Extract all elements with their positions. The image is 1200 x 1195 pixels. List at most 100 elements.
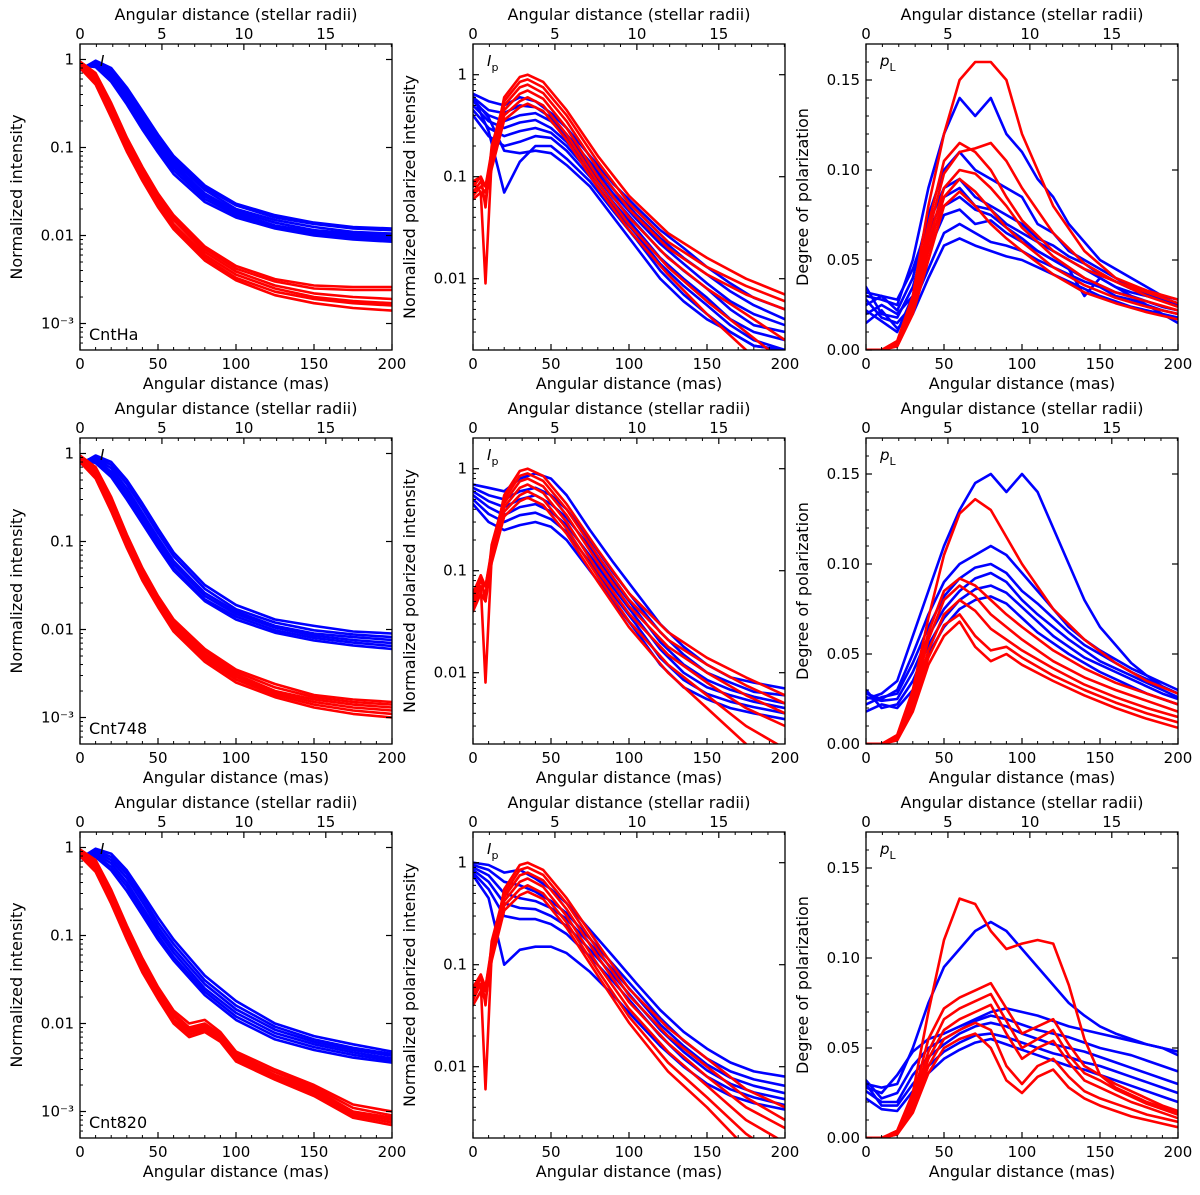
- plot-lines: [80, 59, 392, 312]
- x2-axis-label: Angular distance (stellar radii): [115, 399, 358, 418]
- x-tick-label: 200: [1164, 1143, 1193, 1161]
- x2-tick-label: 5: [550, 813, 560, 831]
- y-tick-label: 0.00: [827, 735, 860, 753]
- model-curve-1: [866, 897, 1178, 1138]
- model-curve-3: [866, 992, 1178, 1138]
- observed-curve-2: [866, 1007, 1178, 1095]
- model-curve-1: [473, 73, 785, 296]
- plot-lines: [866, 60, 1178, 350]
- y-axis-label: Degree of polarization: [793, 502, 812, 680]
- x2-tick-label: 5: [157, 813, 167, 831]
- observed-curve-1: [866, 96, 1178, 307]
- x2-tick-label: 15: [1102, 419, 1121, 437]
- y-tick-label: 1: [457, 66, 467, 84]
- y-axis-label: Normalized polarized intensity: [400, 469, 419, 713]
- panel-tag: pL: [879, 840, 897, 862]
- filter-label: CntHa: [89, 325, 138, 344]
- observed-curve-2: [80, 60, 392, 235]
- x-tick-label: 50: [934, 355, 953, 373]
- y-tick-label: 1: [64, 838, 74, 856]
- model-curve-3: [866, 141, 1178, 350]
- x2-tick-label: 10: [234, 419, 253, 437]
- x-tick-label: 0: [468, 355, 478, 373]
- observed-curve-7: [80, 59, 392, 230]
- x-tick-label: 0: [861, 355, 871, 373]
- x-tick-label: 50: [148, 1143, 167, 1161]
- observed-curve-6: [80, 457, 392, 651]
- observed-curve-1: [80, 454, 392, 635]
- panel-tag: pL: [879, 52, 897, 74]
- observed-curve-5: [80, 852, 392, 1062]
- panel-tag: I: [100, 840, 105, 858]
- model-curve-3: [80, 63, 392, 301]
- x2-tick-label: 15: [709, 25, 728, 43]
- x2-tick-label: 0: [75, 25, 85, 43]
- model-curve-4: [473, 89, 785, 342]
- y-tick-label: 1: [457, 460, 467, 478]
- y-tick-label: 0.1: [50, 533, 74, 551]
- model-curve-2: [473, 78, 785, 303]
- x-tick-label: 150: [300, 749, 329, 767]
- model-curve-4: [80, 852, 392, 1122]
- x2-tick-label: 0: [861, 813, 871, 831]
- x2-axis-label: Angular distance (stellar radii): [901, 793, 1144, 812]
- observed-curve-4: [80, 63, 392, 239]
- plot-lines: [473, 73, 785, 350]
- x2-tick-label: 5: [943, 419, 953, 437]
- filter-label: Cnt748: [89, 719, 147, 738]
- x2-axis-label: Angular distance (stellar radii): [508, 5, 751, 24]
- x-tick-label: 50: [541, 749, 560, 767]
- x2-tick-label: 10: [627, 813, 646, 831]
- x2-tick-label: 0: [75, 419, 85, 437]
- x-tick-label: 0: [75, 749, 85, 767]
- y-tick-label: 0.10: [827, 949, 860, 967]
- observed-curve-5: [80, 458, 392, 648]
- panel-tag: I: [100, 446, 105, 464]
- model-curve-1: [473, 467, 785, 697]
- y-tick-label: 0.15: [827, 71, 860, 89]
- panel-cntha-polarization-degree: 0 50 100 150 200 Angular distance (mas) 0 5 10 15…: [793, 5, 1192, 393]
- y-tick-label: 0.05: [827, 1039, 860, 1057]
- x2-tick-label: 5: [943, 25, 953, 43]
- x-axis-label: Angular distance (mas): [929, 374, 1115, 393]
- x-tick-label: 100: [222, 355, 251, 373]
- model-curve-6: [80, 66, 392, 312]
- model-curve-5: [866, 1021, 1178, 1138]
- y-tick-label: 10⁻³: [41, 709, 74, 727]
- y-tick-label: 0.1: [443, 562, 467, 580]
- y-tick-label: 0.1: [443, 956, 467, 974]
- panel-tag: Ip: [487, 840, 498, 862]
- x-axis-label: Angular distance (mas): [536, 374, 722, 393]
- x-tick-label: 150: [1086, 1143, 1115, 1161]
- observed-curve-5: [473, 498, 785, 715]
- x2-axis-label: Angular distance (stellar radii): [901, 5, 1144, 24]
- y-tick-label: 0.10: [827, 161, 860, 179]
- model-curve-6: [473, 496, 749, 744]
- x2-tick-label: 10: [1020, 25, 1039, 43]
- model-curve-6: [866, 190, 1178, 350]
- x2-tick-label: 5: [550, 419, 560, 437]
- panel-cntha-intensity: 0 50 100 150 200 Angular distance (mas) 0 5 10 15…: [7, 5, 406, 393]
- y-tick-label: 0.15: [827, 859, 860, 877]
- observed-curve-1: [473, 861, 785, 1078]
- panel-tag-subscript: L: [890, 455, 897, 468]
- x-tick-label: 0: [75, 355, 85, 373]
- y-tick-label: 10⁻³: [41, 1103, 74, 1121]
- x-tick-label: 200: [378, 749, 407, 767]
- x-axis-label: Angular distance (mas): [929, 1162, 1115, 1181]
- x2-tick-label: 15: [316, 813, 335, 831]
- panel-cnt820-polarization-degree: 0 50 100 150 200 Angular distance (mas) 0 5 10 15…: [793, 793, 1192, 1181]
- model-curve-2: [866, 981, 1178, 1138]
- x-tick-label: 100: [1008, 749, 1037, 767]
- x-tick-label: 50: [541, 1143, 560, 1161]
- y-tick-label: 0.01: [434, 1058, 467, 1076]
- panel-cntha-polarized-intensity: 0 50 100 150 200 Angular distance (mas) 0 5 10 15…: [400, 5, 799, 393]
- x-axis-label: Angular distance (mas): [536, 768, 722, 787]
- x-tick-label: 0: [75, 1143, 85, 1161]
- observed-curve-2: [80, 455, 392, 639]
- observed-curve-1: [866, 472, 1178, 701]
- observed-curve-2: [80, 848, 392, 1056]
- x2-axis-label: Angular distance (stellar radii): [115, 793, 358, 812]
